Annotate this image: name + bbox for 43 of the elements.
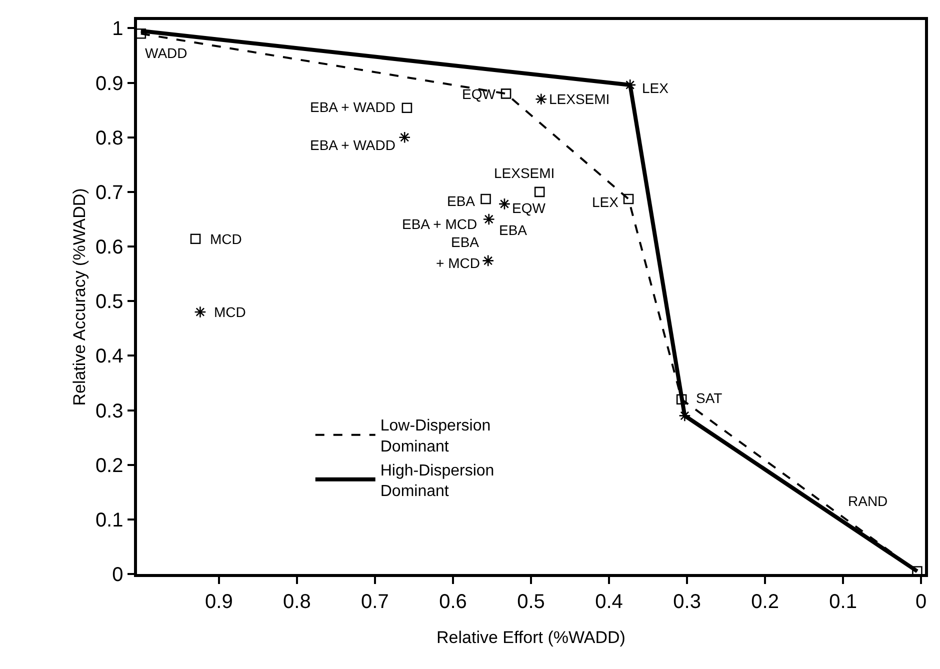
- annotation: LEXSEMI: [494, 165, 555, 181]
- annotation: MCD: [210, 231, 242, 247]
- y-tick-label: 0.1: [95, 509, 124, 532]
- annotation: LEXSEMI: [549, 91, 610, 107]
- annotation: + MCD: [436, 255, 480, 271]
- x-tick-label: 0.9: [205, 590, 233, 613]
- x-tick-label: 0.7: [361, 590, 389, 613]
- annotation: EBA: [451, 234, 480, 250]
- annotation: LEX: [642, 80, 670, 96]
- x-tick-label: 0.1: [829, 590, 857, 613]
- legend-label: High-Dispersion Dominant: [380, 462, 494, 500]
- annotation: LEX: [592, 194, 620, 210]
- y-tick-label: 0.7: [95, 182, 124, 204]
- y-tick-label: 0: [112, 564, 124, 586]
- annotation: EQW: [462, 86, 496, 102]
- x-tick-label: 0.4: [595, 590, 623, 613]
- annotation: EBA: [447, 193, 476, 209]
- x-tick-label: 0.2: [751, 590, 779, 613]
- y-tick-label: 0.3: [95, 400, 124, 422]
- y-tick-label: 1: [112, 18, 124, 40]
- y-axis-title: Relative Accuracy (%WADD): [70, 188, 89, 406]
- y-tick-label: 0.9: [95, 72, 124, 95]
- y-tick-label: 0.4: [95, 346, 124, 368]
- annotation: RAND: [848, 493, 888, 509]
- y-tick-label: 0.8: [95, 127, 124, 150]
- x-tick-label: 0.6: [439, 590, 467, 613]
- annotation: EBA + MCD: [402, 216, 478, 232]
- x-axis-title: Relative Effort (%WADD): [436, 628, 626, 648]
- legend-label: Low-Dispersion Dominant: [380, 418, 491, 456]
- annotation: EBA: [499, 222, 528, 238]
- annotation: EBA + WADD: [310, 137, 396, 153]
- y-tick-label: 0.2: [95, 454, 124, 477]
- x-tick-label: 0.3: [673, 590, 701, 613]
- x-tick-label: 0: [916, 590, 927, 613]
- y-tick-label: 0.5: [95, 291, 124, 314]
- annotation: EBA + WADD: [310, 99, 396, 115]
- annotation: WADD: [145, 45, 188, 61]
- annotation: MCD: [214, 304, 246, 320]
- annotation: SAT: [696, 390, 723, 406]
- x-tick-label: 0.5: [517, 590, 545, 613]
- annotation: EQW: [512, 200, 546, 216]
- y-tick-label: 0.6: [95, 236, 124, 259]
- x-tick-label: 0.8: [283, 590, 311, 613]
